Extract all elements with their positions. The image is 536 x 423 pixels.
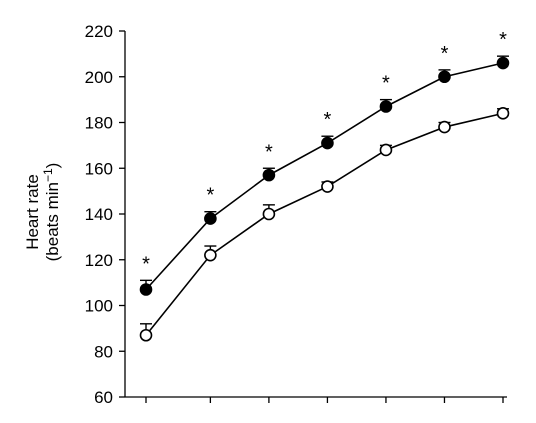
y-tick-label: 60	[94, 388, 113, 407]
y-tick-label: 100	[85, 297, 113, 316]
data-point-filled	[204, 212, 217, 225]
x-axis	[125, 396, 507, 403]
significance-asterisk: *	[206, 185, 214, 207]
data-point-open	[438, 120, 451, 134]
significance-asterisk: *	[382, 73, 390, 95]
data-point-open	[496, 107, 510, 120]
y-axis: 60 80 100 120 140 160 180 200 220	[85, 22, 126, 407]
y-tick-label: 200	[85, 68, 113, 87]
y-axis-unit-suffix: )	[43, 163, 62, 169]
data-point-open	[379, 143, 393, 157]
significance-asterisk: *	[142, 253, 150, 275]
significance-asterisk: *	[324, 109, 332, 131]
series-layer	[139, 55, 510, 342]
data-point-open	[262, 207, 276, 221]
y-tick-label: 80	[94, 342, 113, 361]
y-tick-label: 120	[85, 251, 113, 270]
y-axis-unit-superscript: −1	[41, 168, 55, 182]
data-point-filled	[438, 70, 451, 84]
annotation-layer: * * * * * * *	[142, 29, 507, 275]
data-point-filled	[262, 168, 276, 182]
series-line	[145, 62, 504, 291]
y-tick-label: 160	[85, 159, 113, 178]
y-axis-unit-prefix: (beats min	[43, 182, 62, 261]
y-tick-label: 180	[85, 114, 113, 133]
data-point-open	[204, 248, 217, 262]
data-point-open	[139, 328, 153, 342]
significance-asterisk: *	[265, 141, 273, 163]
data-point-open	[321, 180, 334, 193]
y-axis-unit-label: (beats min−1)	[41, 163, 62, 262]
data-point-filled	[321, 136, 334, 150]
data-point-filled	[496, 56, 510, 70]
significance-asterisk: *	[499, 29, 507, 51]
data-point-filled	[139, 283, 153, 296]
y-tick-label: 220	[85, 22, 113, 41]
series-open	[139, 107, 510, 342]
significance-asterisk: *	[441, 43, 449, 65]
data-point-filled	[379, 100, 393, 113]
y-axis-label: Heart rate	[23, 174, 42, 250]
series-filled	[139, 55, 510, 296]
y-tick-label: 140	[85, 205, 113, 224]
